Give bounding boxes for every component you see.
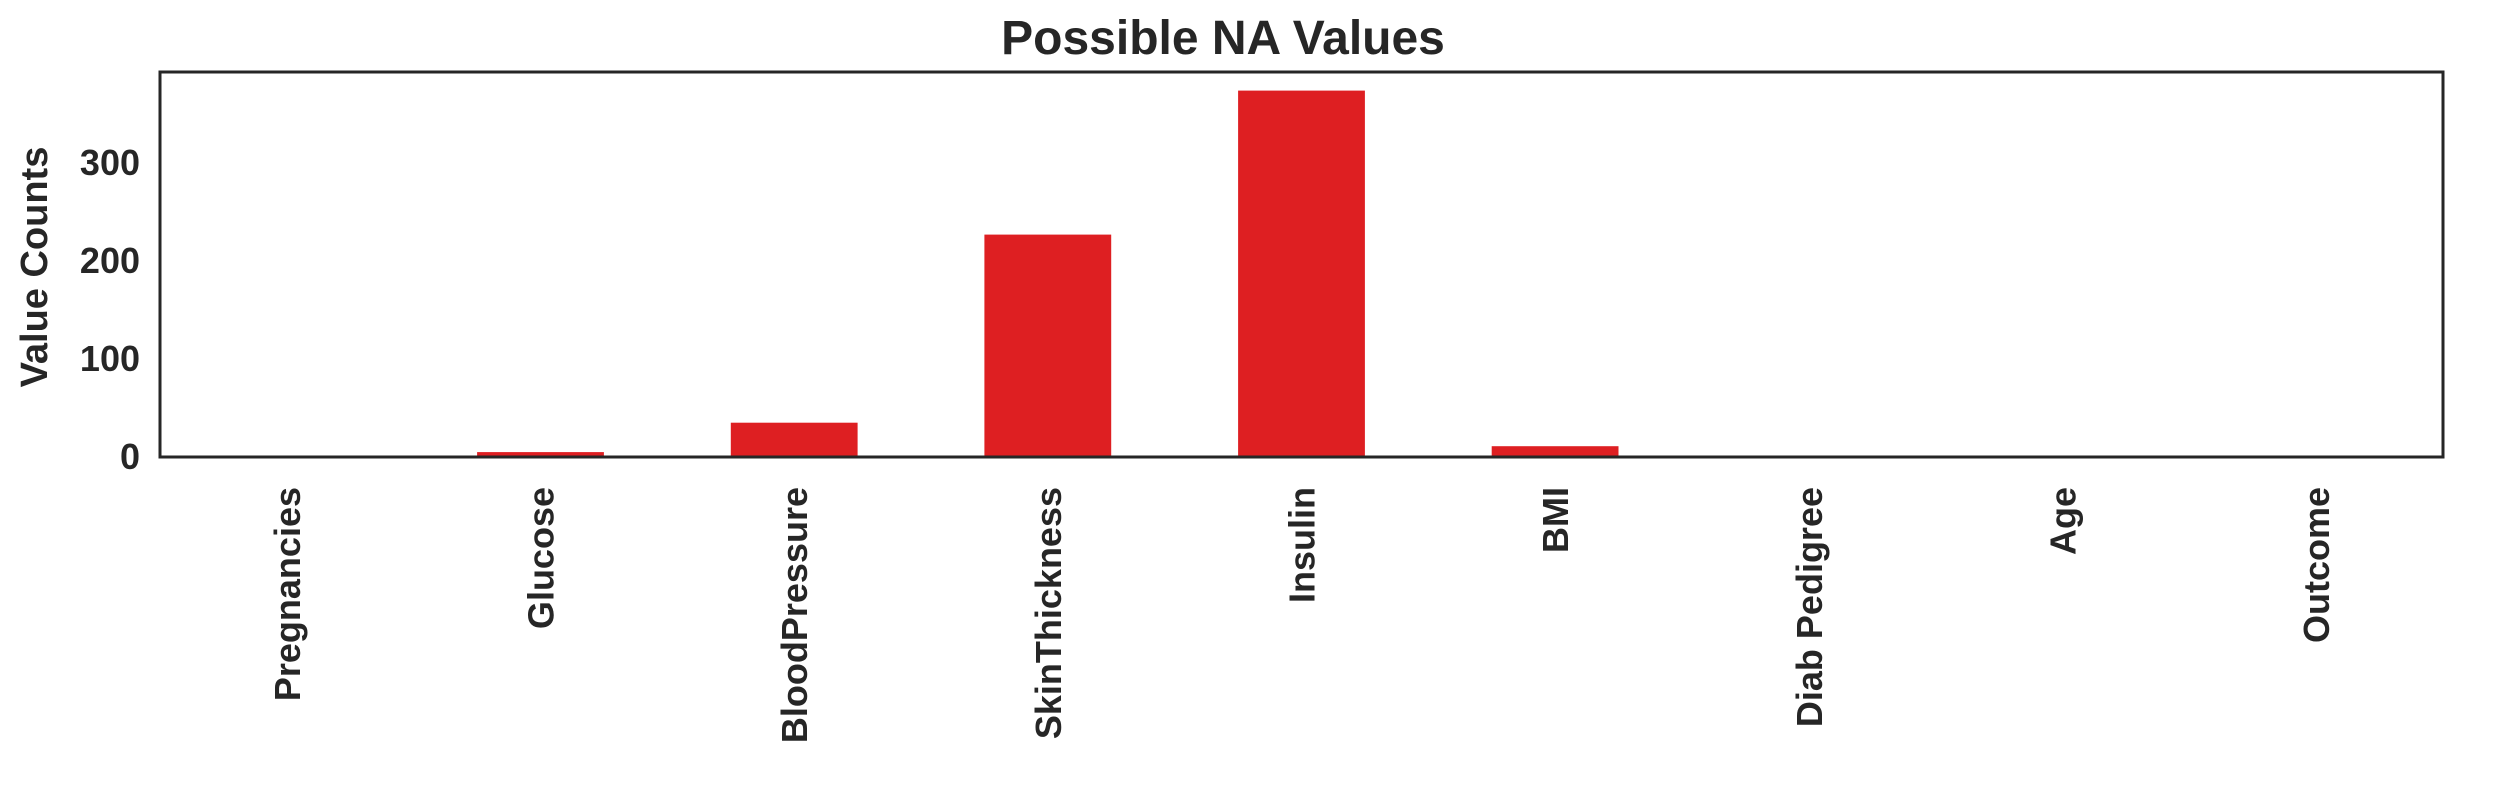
y-axis-label: Value Counts: [14, 147, 56, 388]
x-tick-label: Glucose: [521, 487, 562, 629]
bars-layer: [477, 90, 1619, 457]
bar-bloodpressure: [730, 422, 858, 457]
x-tick-label: Pregnancies: [267, 487, 308, 701]
y-tick-label: 100: [80, 338, 140, 379]
x-tick-label: Outcome: [2296, 487, 2337, 643]
y-tick-label: 300: [80, 142, 140, 183]
y-tick-label: 200: [80, 240, 140, 281]
bar-bmi: [1491, 446, 1619, 457]
x-tick-label: Insulin: [1282, 487, 1323, 603]
ticks-layer: Pregnancies Glucose BloodPressure SkinThick…: [80, 142, 2337, 743]
bar-insulin: [1238, 90, 1365, 457]
x-tick-label: BloodPressure: [774, 487, 815, 743]
chart-title: Possible NA Values: [1001, 12, 1445, 65]
x-tick-label: Age: [2043, 487, 2084, 555]
x-tick-label: SkinThickness: [1028, 487, 1069, 739]
plot-frame: [158, 70, 2445, 459]
x-tick-label: BMI: [1535, 487, 1576, 553]
y-tick-label: 0: [120, 436, 140, 477]
x-tick-label: Diab Pedigree: [1789, 487, 1830, 727]
bar-glucose: [477, 452, 604, 457]
bar-skinthickness: [984, 234, 1112, 457]
